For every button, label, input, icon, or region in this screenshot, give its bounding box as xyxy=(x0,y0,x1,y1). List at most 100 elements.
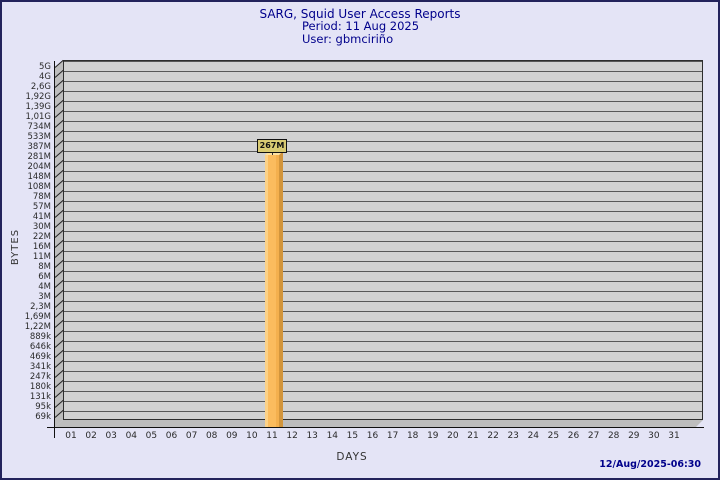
gridline xyxy=(64,241,702,242)
gridline xyxy=(64,131,702,132)
gridline xyxy=(64,271,702,272)
y-axis-line xyxy=(54,61,55,438)
gridline xyxy=(64,141,702,142)
x-tick-label: 25 xyxy=(547,431,560,441)
y-tick-label: 78M xyxy=(32,192,51,202)
y-tick-label: 2,6G xyxy=(30,82,51,92)
gridline xyxy=(64,71,702,72)
gridline xyxy=(64,111,702,112)
gridline xyxy=(64,381,702,382)
y-tick-label: 533M xyxy=(27,132,51,142)
x-tick-label: 15 xyxy=(346,431,359,441)
y-tick-label: 57M xyxy=(32,202,51,212)
gridline xyxy=(64,351,702,352)
y-tick-label: 8M xyxy=(38,262,51,272)
gridline xyxy=(64,61,702,62)
bar-value-connector xyxy=(272,151,273,155)
page-title: SARG, Squid User Access Reports xyxy=(259,7,461,21)
gridline xyxy=(64,391,702,392)
gridline xyxy=(64,81,702,82)
y-tick-label: 22M xyxy=(32,232,51,242)
x-tick-label: 03 xyxy=(105,431,117,441)
y-tick-label: 5G xyxy=(39,62,51,72)
gridline xyxy=(64,281,702,282)
x-tick-label: 02 xyxy=(85,431,97,441)
gridline xyxy=(64,291,702,292)
x-tick-label: 06 xyxy=(165,431,178,441)
x-tick-label: 12 xyxy=(286,431,298,441)
y-tick-label: 6M xyxy=(38,272,51,282)
y-tick-label: 341k xyxy=(29,362,51,372)
x-tick-label: 09 xyxy=(226,431,238,441)
x-tick-label: 11 xyxy=(266,431,278,441)
chart-plot-area xyxy=(63,60,703,420)
gridline xyxy=(64,371,702,372)
y-tick-label: 387M xyxy=(27,142,51,152)
x-tick-label: 30 xyxy=(648,431,660,441)
y-tick-label: 41M xyxy=(32,212,51,222)
gridline xyxy=(64,411,702,412)
y-tick-label: 1,92G xyxy=(25,92,51,102)
y-tick-label: 204M xyxy=(27,162,51,172)
y-tick-label: 11M xyxy=(32,252,51,262)
y-tick-label: 281M xyxy=(27,152,51,162)
x-tick-label: 24 xyxy=(527,431,540,441)
gridline xyxy=(64,321,702,322)
x-tick-label: 20 xyxy=(447,431,459,441)
x-tick-label: 01 xyxy=(65,431,77,441)
gridline xyxy=(64,201,702,202)
bar-front xyxy=(265,155,279,427)
gridline xyxy=(64,171,702,172)
y-tick-label: 95k xyxy=(35,402,51,412)
gridline xyxy=(64,211,702,212)
report-meta: Period: 11 Aug 2025 User: gbmciriño xyxy=(302,20,419,46)
chart-bottom-wall xyxy=(55,420,703,427)
y-tick-label: 4G xyxy=(39,72,51,82)
x-tick-label: 18 xyxy=(406,431,419,441)
report-period: Period: 11 Aug 2025 xyxy=(302,19,420,33)
gridline xyxy=(64,151,702,152)
y-tick-label: 69k xyxy=(35,412,51,422)
x-tick-label: 19 xyxy=(427,431,439,441)
x-tick-label: 21 xyxy=(467,431,479,441)
y-tick-label: 1,22M xyxy=(24,322,51,332)
gridline xyxy=(64,121,702,122)
y-tick-label: 1,39G xyxy=(25,102,51,112)
gridline xyxy=(64,261,702,262)
x-tick-label: 13 xyxy=(306,431,318,441)
gridline xyxy=(64,91,702,92)
x-tick-label: 31 xyxy=(668,431,680,441)
x-tick-label: 22 xyxy=(487,431,499,441)
y-tick-label: 1,69M xyxy=(24,312,51,322)
gridline xyxy=(64,311,702,312)
y-tick-label: 148M xyxy=(27,172,51,182)
y-tick-label: 889k xyxy=(29,332,51,342)
gridline xyxy=(64,221,702,222)
x-tick-label: 26 xyxy=(567,431,580,441)
x-tick-label: 14 xyxy=(326,431,339,441)
gridline xyxy=(64,191,702,192)
y-tick-label: 2,3M xyxy=(30,302,51,312)
bar-top xyxy=(265,151,283,155)
y-tick-label: 108M xyxy=(27,182,51,192)
report-user: User: gbmciriño xyxy=(302,32,394,46)
gridline xyxy=(64,401,702,402)
gridline xyxy=(64,161,702,162)
y-tick-label: 247k xyxy=(29,372,51,382)
x-tick-label: 16 xyxy=(366,431,379,441)
bar-value-label: 267M xyxy=(257,139,287,153)
x-tick-label: 05 xyxy=(145,431,158,441)
x-tick-label: 27 xyxy=(587,431,600,441)
x-tick-label: 07 xyxy=(185,431,198,441)
y-tick-label: 180k xyxy=(29,382,51,392)
gridline xyxy=(64,341,702,342)
y-tick-label: 646k xyxy=(29,342,51,352)
gridline xyxy=(64,181,702,182)
x-axis-title: DAYS xyxy=(336,451,368,463)
x-tick-label: 08 xyxy=(205,431,218,441)
gridline xyxy=(64,251,702,252)
generation-timestamp: 12/Aug/2025-06:30 xyxy=(599,459,701,470)
bar-side xyxy=(279,151,283,427)
